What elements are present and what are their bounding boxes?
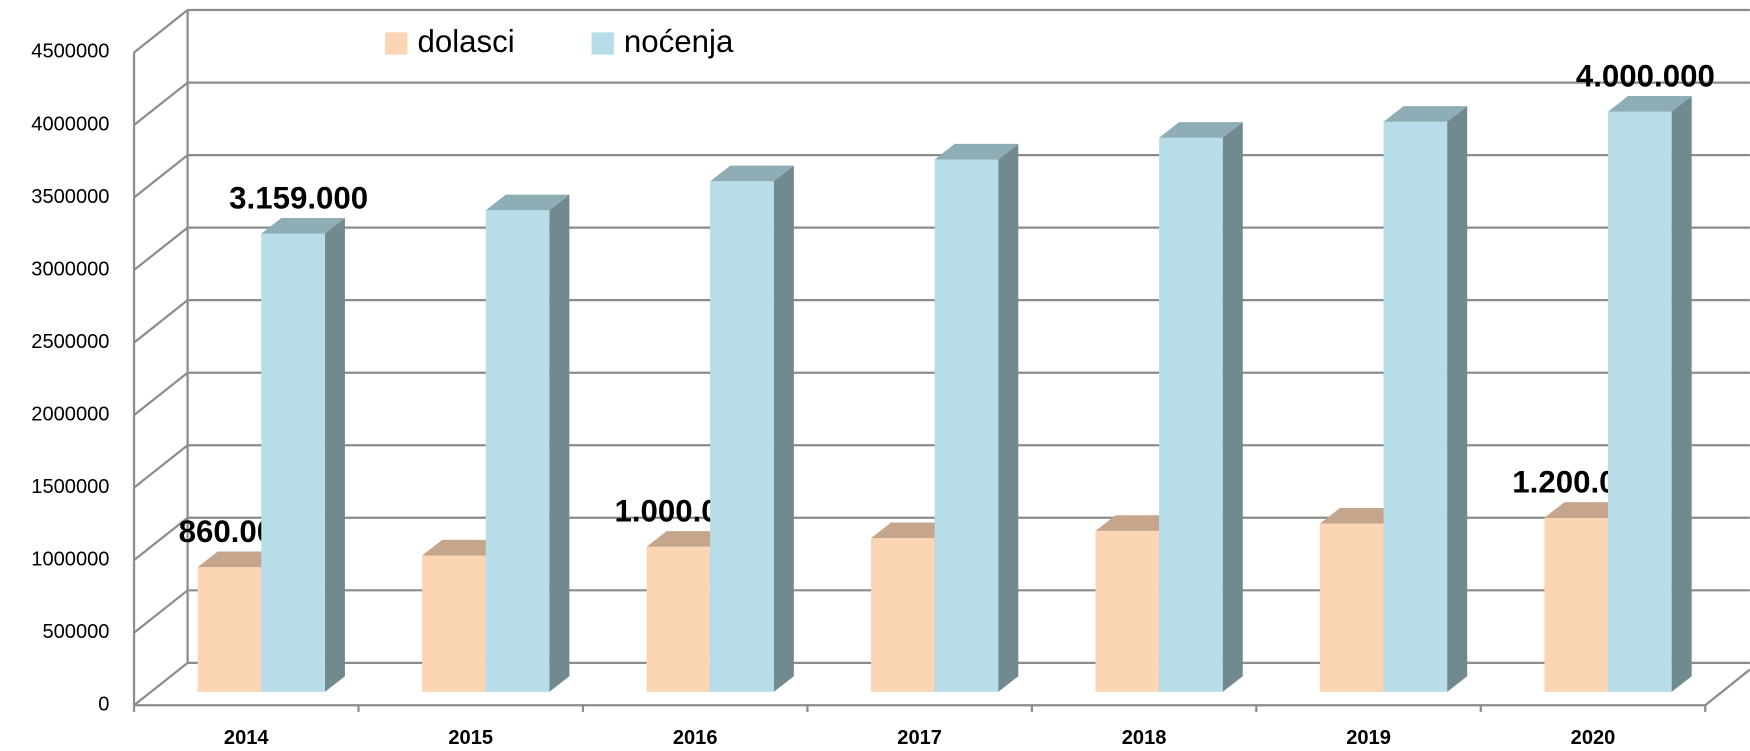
- value-label: 3.159.000: [229, 180, 368, 215]
- bar-side: [324, 217, 345, 692]
- bar-top: [871, 522, 955, 539]
- legend-swatch: [591, 32, 614, 55]
- grid-line: [133, 81, 1750, 126]
- value-label: 4.000.000: [1576, 58, 1715, 93]
- y-tick-label: 0: [98, 694, 109, 716]
- bar: [1383, 121, 1448, 692]
- bar-top: [1544, 502, 1629, 518]
- bar-side: [1222, 122, 1243, 692]
- y-tick-label: 2000000: [31, 403, 109, 425]
- y-tick-label: 4500000: [31, 41, 109, 63]
- x-tick-label: 2019: [1346, 727, 1391, 749]
- x-tick-label: 2018: [1122, 727, 1167, 749]
- y-tick-label: 2500000: [31, 331, 109, 353]
- bar-top: [197, 551, 282, 568]
- bar: [197, 567, 262, 692]
- bar-top: [1319, 507, 1404, 524]
- bar-side: [1671, 95, 1692, 692]
- grid-line: [133, 8, 1750, 54]
- bar-side: [1447, 106, 1468, 692]
- bar-top: [1095, 515, 1180, 531]
- bar: [261, 233, 325, 692]
- bar: [710, 181, 774, 692]
- legend-swatch: [385, 32, 408, 55]
- bar: [934, 159, 999, 692]
- bar-side: [773, 165, 794, 692]
- bar: [1095, 530, 1160, 692]
- bar-top: [1607, 95, 1692, 112]
- bar-top: [934, 143, 1019, 160]
- bar: [646, 546, 711, 692]
- bar-side: [549, 194, 570, 692]
- floor-edge: [1704, 668, 1750, 707]
- y-tick-label: 500000: [42, 621, 109, 643]
- bar-top: [422, 539, 506, 556]
- y-tick-label: 3500000: [31, 186, 109, 208]
- y-tick-label: 3000000: [31, 258, 109, 280]
- x-tick-label: 2014: [224, 727, 269, 749]
- bar: [422, 555, 486, 692]
- bar: [1544, 517, 1608, 692]
- bar: [1159, 137, 1223, 692]
- bar-top: [1159, 122, 1243, 138]
- bar: [1607, 111, 1672, 692]
- y-tick-label: 1000000: [31, 548, 109, 570]
- bar-side: [998, 143, 1019, 692]
- x-tick-label: 2016: [673, 727, 718, 749]
- y-tick-label: 1500000: [31, 476, 109, 498]
- x-tick-label: 2015: [448, 727, 493, 749]
- x-tick-label: 2020: [1571, 727, 1616, 749]
- y-tick-label: 4000000: [31, 113, 109, 135]
- bar-top: [1383, 106, 1468, 122]
- bar-top: [646, 531, 731, 547]
- x-tick-label: 2017: [897, 727, 942, 749]
- bar: [871, 538, 935, 692]
- bar-top: [710, 165, 794, 182]
- bar: [1319, 523, 1384, 692]
- bar-top: [485, 194, 570, 211]
- bar: [485, 210, 550, 692]
- bar-top: [261, 217, 345, 234]
- legend-label: noćenja: [624, 24, 734, 59]
- legend-label: dolasci: [417, 24, 514, 59]
